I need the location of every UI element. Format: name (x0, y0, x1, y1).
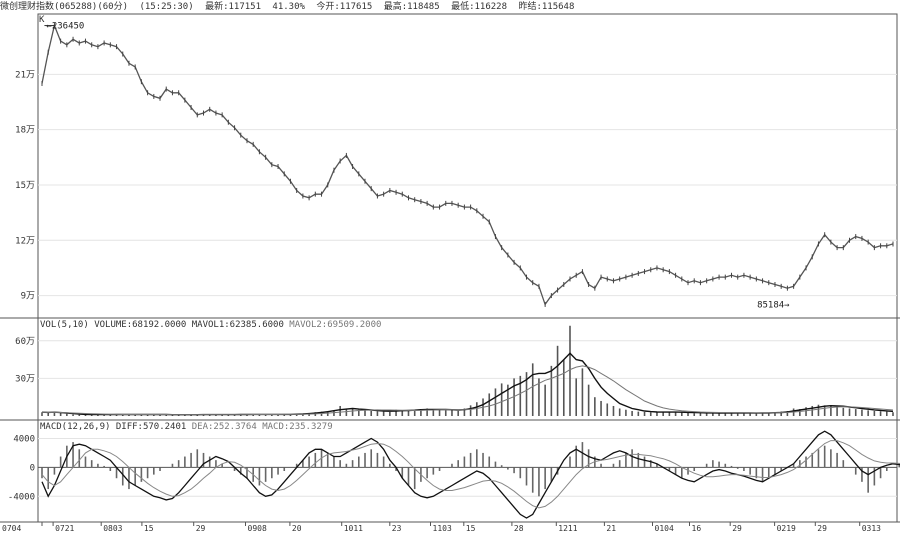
price-tick-label: 12万 (15, 236, 35, 246)
x-tick-label: 15 (466, 524, 476, 533)
diff-value: DIFF:570.2401 (115, 422, 187, 432)
macd-value: MACD:235.3279 (262, 422, 333, 432)
macd-tick-label: -4000 (8, 492, 35, 502)
vol-indicator-label: VOL(5,10) (40, 320, 89, 330)
x-tick-label: 20 (292, 524, 302, 533)
price-tick-label: 18万 (15, 126, 35, 136)
x-tick-label: 0704 (2, 524, 21, 533)
high-price: 最高:118485 (383, 2, 440, 12)
last-price: 最新:117151 (205, 2, 261, 12)
volume-value: VOLUME:68192.0000 (94, 320, 187, 330)
volume-tick-label: 60万 (15, 337, 35, 347)
volume-legend: VOL(5,10) VOLUME:68192.0000 MAVOL1:62385… (40, 320, 381, 330)
price-tick-label: 9万 (21, 292, 35, 302)
x-tick-label: 28 (514, 524, 524, 533)
macd-indicator-label: MACD(12,26,9) (40, 422, 111, 432)
price-annotation: 85184→ (757, 300, 790, 310)
quote-header: 微创理财指数(065288)(60分) (15:25:30) 最新:117151… (0, 0, 900, 14)
x-tick-label: 29 (732, 524, 742, 533)
change-percent: 41.30% (272, 2, 305, 12)
dea-line (41, 440, 900, 509)
instrument-name: 微创理财指数(065288)(60分) (0, 2, 129, 12)
x-tick-label: 1211 (558, 524, 577, 533)
mavol2-line (41, 365, 894, 416)
price-annotation: ←236450 (46, 22, 84, 32)
x-tick-label: 29 (196, 524, 206, 533)
x-tick-label: 0721 (55, 524, 74, 533)
x-tick-label: 0313 (862, 524, 881, 533)
volume-tick-label: 30万 (15, 374, 35, 384)
mavol1-line (41, 352, 894, 416)
x-tick-label: 15 (144, 524, 154, 533)
x-tick-label: 0803 (103, 524, 122, 533)
x-tick-label: 0908 (248, 524, 267, 533)
diff-line (41, 430, 900, 519)
prev-settle: 昨结:115648 (518, 2, 575, 12)
x-tick-label: 21 (606, 524, 616, 533)
macd-tick-label: 0 (30, 463, 35, 473)
open-price: 今开:117615 (316, 2, 373, 12)
quote-time: (15:25:30) (139, 2, 194, 12)
x-tick-label: 0104 (655, 524, 674, 533)
mavol2-value: MAVOL2:69509.2000 (289, 320, 382, 330)
k-marker: K (39, 15, 45, 25)
price-tick-label: 21万 (15, 70, 35, 80)
x-tick-label: 1011 (344, 524, 363, 533)
x-tick-label: 23 (392, 524, 402, 533)
price-line (41, 23, 894, 306)
macd-tick-label: 4000 (13, 434, 35, 444)
x-tick-label: 1103 (433, 524, 452, 533)
x-tick-label: 29 (817, 524, 827, 533)
x-tick-label: 16 (692, 524, 702, 533)
low-price: 最低:116228 (451, 2, 508, 12)
x-tick-label: 0219 (777, 524, 796, 533)
mavol1-value: MAVOL1:62385.6000 (191, 320, 284, 330)
macd-legend: MACD(12,26,9) DIFF:570.2401 DEA:252.3764… (40, 422, 333, 432)
dea-value: DEA:252.3764 (191, 422, 257, 432)
price-tick-label: 15万 (15, 181, 35, 191)
